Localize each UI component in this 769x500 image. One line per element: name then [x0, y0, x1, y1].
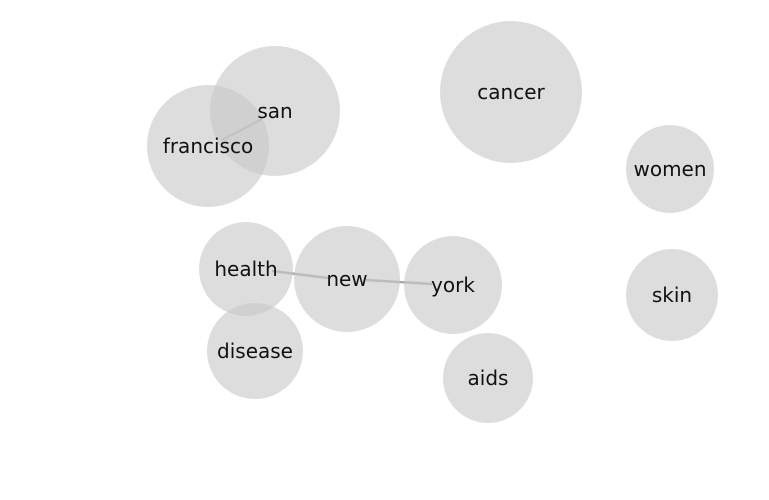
node-label-cancer: cancer	[477, 80, 545, 104]
node-circle-disease[interactable]	[207, 303, 303, 399]
node-label-san: san	[257, 99, 292, 123]
node-label-women: women	[633, 157, 706, 181]
node-circle-women[interactable]	[626, 125, 714, 213]
node-label-skin: skin	[652, 283, 692, 307]
node-label-new: new	[326, 267, 367, 291]
nodes-layer	[147, 21, 718, 423]
node-circle-cancer[interactable]	[440, 21, 582, 163]
node-label-disease: disease	[217, 339, 293, 363]
node-circle-francisco[interactable]	[147, 85, 269, 207]
node-circle-york[interactable]	[404, 236, 502, 334]
node-label-health: health	[214, 257, 277, 281]
node-label-aids: aids	[468, 366, 509, 390]
node-label-francisco: francisco	[163, 134, 253, 158]
node-circle-new[interactable]	[294, 226, 400, 332]
node-circle-skin[interactable]	[626, 249, 718, 341]
node-circle-health[interactable]	[199, 222, 293, 316]
node-label-york: york	[431, 273, 475, 297]
node-circle-aids[interactable]	[443, 333, 533, 423]
